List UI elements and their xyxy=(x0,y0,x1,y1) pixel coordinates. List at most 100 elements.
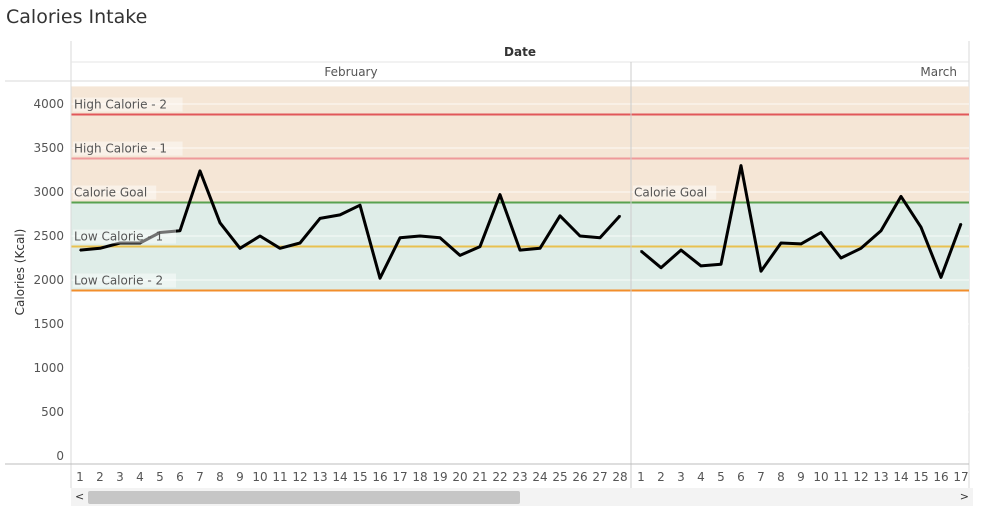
data-point xyxy=(840,257,842,259)
data-point xyxy=(459,254,461,257)
data-point xyxy=(119,242,121,244)
y-axis-label: Calories (Kcal) xyxy=(13,229,27,316)
x-tick-label: 9 xyxy=(236,470,244,484)
y-tick-label: 0 xyxy=(56,449,64,463)
reference-label-bg xyxy=(73,229,176,244)
x-tick-label: 24 xyxy=(532,470,547,484)
data-point xyxy=(880,229,882,232)
x-tick-label: 4 xyxy=(136,470,144,484)
data-point xyxy=(399,236,401,239)
x-tick-label: 8 xyxy=(216,470,224,484)
reference-band xyxy=(71,86,631,203)
y-tick-label: 3500 xyxy=(33,141,64,155)
reference-label-bg xyxy=(73,185,157,200)
data-point xyxy=(700,265,702,267)
data-point xyxy=(519,249,521,251)
column-header-date: Date xyxy=(504,45,536,59)
data-point xyxy=(760,270,762,273)
x-tick-label: 7 xyxy=(757,470,765,484)
reference-label: Low Calorie - 1 xyxy=(74,230,163,244)
data-point xyxy=(99,247,101,250)
x-tick-label: 17 xyxy=(953,470,968,484)
x-tick-label: 11 xyxy=(833,470,848,484)
month-header: March xyxy=(920,65,957,79)
x-tick-label: 15 xyxy=(352,470,367,484)
data-point xyxy=(579,235,581,237)
x-tick-label: 26 xyxy=(572,470,587,484)
reference-label: Calorie Goal xyxy=(74,186,147,200)
data-point xyxy=(159,231,161,234)
reference-label-bg xyxy=(73,273,176,288)
data-point xyxy=(139,242,141,244)
x-tick-label: 5 xyxy=(717,470,725,484)
x-tick-label: 2 xyxy=(96,470,104,484)
y-tick-label: 1500 xyxy=(33,317,64,331)
data-point xyxy=(740,164,742,167)
y-tick-label: 3000 xyxy=(33,185,64,199)
x-tick-label: 25 xyxy=(552,470,567,484)
data-point xyxy=(79,249,81,251)
data-point xyxy=(479,245,481,248)
x-tick-label: 18 xyxy=(412,470,427,484)
data-point xyxy=(179,229,181,232)
data-point xyxy=(860,247,862,250)
x-tick-label: 3 xyxy=(116,470,124,484)
x-tick-label: 13 xyxy=(312,470,327,484)
x-tick-label: 13 xyxy=(873,470,888,484)
x-tick-label: 21 xyxy=(472,470,487,484)
reference-label-bg xyxy=(73,97,183,112)
x-tick-label: 12 xyxy=(853,470,868,484)
data-point xyxy=(439,236,441,239)
data-point xyxy=(259,235,261,237)
x-tick-label: 20 xyxy=(452,470,467,484)
x-tick-label: 27 xyxy=(592,470,607,484)
x-tick-label: 6 xyxy=(176,470,184,484)
y-tick-label: 500 xyxy=(41,405,64,419)
x-tick-label: 8 xyxy=(777,470,785,484)
x-tick-label: 12 xyxy=(292,470,307,484)
x-tick-label: 10 xyxy=(252,470,267,484)
reference-label-bg xyxy=(73,141,183,156)
scrollbar-thumb[interactable] xyxy=(88,491,520,504)
data-point xyxy=(820,231,822,234)
data-point xyxy=(720,263,722,265)
x-tick-label: 14 xyxy=(332,470,347,484)
x-tick-label: 28 xyxy=(612,470,627,484)
data-point xyxy=(539,247,541,250)
data-point xyxy=(419,235,421,237)
data-point xyxy=(780,242,782,244)
horizontal-scrollbar[interactable]: < > xyxy=(71,488,973,506)
x-tick-label: 7 xyxy=(196,470,204,484)
x-tick-label: 22 xyxy=(492,470,507,484)
x-tick-label: 10 xyxy=(813,470,828,484)
data-point xyxy=(680,249,682,251)
data-point xyxy=(619,214,621,217)
data-point xyxy=(319,217,321,220)
data-point xyxy=(359,204,361,206)
x-tick-label: 19 xyxy=(432,470,447,484)
x-tick-label: 1 xyxy=(637,470,645,484)
data-point xyxy=(940,276,942,279)
data-point xyxy=(339,214,341,216)
data-point xyxy=(379,277,381,280)
reference-label: Low Calorie - 2 xyxy=(74,274,163,288)
x-tick-label: 6 xyxy=(737,470,745,484)
x-tick-label: 16 xyxy=(372,470,387,484)
series-line xyxy=(79,169,622,280)
chevron-left-icon[interactable]: < xyxy=(75,490,85,503)
reference-label: Calorie Goal xyxy=(634,186,707,200)
data-point xyxy=(239,247,241,250)
data-point xyxy=(559,214,561,217)
y-tick-label: 1000 xyxy=(33,361,64,375)
month-header: February xyxy=(324,65,377,79)
data-point xyxy=(599,236,601,239)
data-point xyxy=(279,247,281,250)
chevron-right-icon[interactable]: > xyxy=(959,490,969,503)
y-tick-label: 2000 xyxy=(33,273,64,287)
page-title: Calories Intake xyxy=(6,6,148,28)
x-tick-label: 4 xyxy=(697,470,705,484)
x-tick-label: 2 xyxy=(657,470,665,484)
x-tick-label: 1 xyxy=(76,470,84,484)
reference-label: High Calorie - 2 xyxy=(74,98,167,112)
x-tick-label: 9 xyxy=(797,470,805,484)
